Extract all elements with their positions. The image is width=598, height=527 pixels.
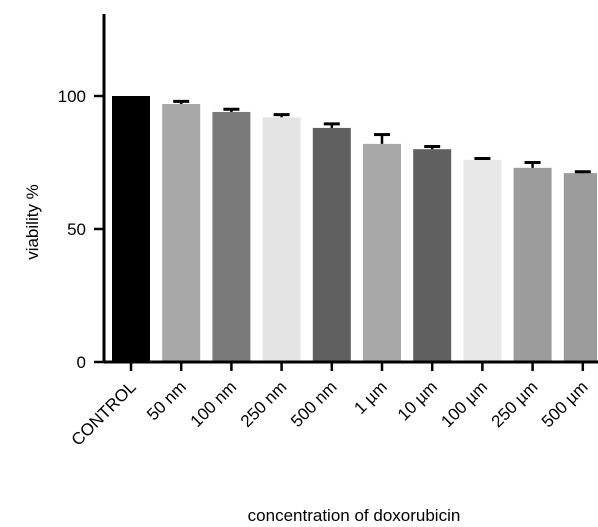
x-tick-label-6: 10 µm	[394, 377, 441, 424]
bar-5	[363, 143, 401, 362]
x-tick-label-1: 50 nm	[143, 377, 190, 424]
bar-8	[513, 167, 552, 362]
x-axis-title: concentration of doxorubicin	[248, 506, 461, 525]
x-tick-label-0: CONTROL	[68, 377, 140, 449]
x-tick-label-5: 1 µm	[350, 377, 390, 417]
bar-1	[162, 103, 201, 362]
y-tick-label-2: 100	[58, 87, 86, 106]
x-tick-label-4: 500 nm	[287, 377, 341, 431]
bar-9	[563, 173, 597, 362]
x-tick-label-9: 500 µm	[538, 377, 592, 431]
bar-4	[312, 127, 351, 362]
bar-7	[463, 159, 502, 362]
bar-2	[212, 111, 251, 363]
x-tick-label-7: 100 µm	[437, 377, 491, 431]
y-tick-label-1: 50	[67, 220, 86, 239]
bar-3	[262, 117, 301, 362]
y-tick-label-0: 0	[77, 353, 86, 372]
bar-6	[413, 149, 452, 362]
x-tick-label-3: 250 nm	[237, 377, 291, 431]
x-tick-label-8: 250 µm	[488, 377, 542, 431]
bar-0	[112, 96, 150, 362]
y-ticks-group: 0 50 100	[58, 87, 104, 372]
x-tick-label-2: 100 nm	[187, 377, 241, 431]
y-axis-title: viability %	[23, 184, 42, 260]
error-bars-group	[173, 99, 591, 174]
bars-group	[112, 96, 597, 363]
